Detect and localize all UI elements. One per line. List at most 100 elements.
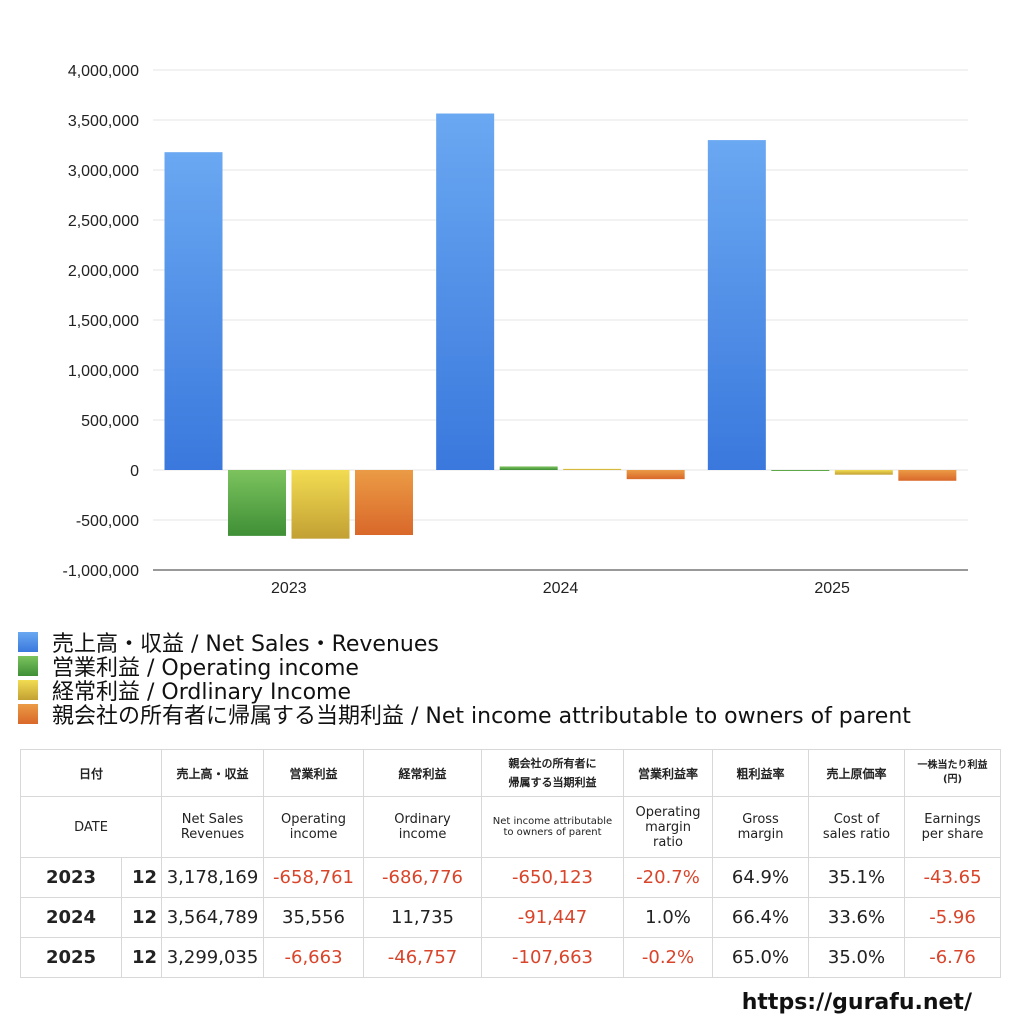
header-ordinary-jp: 経常利益 bbox=[363, 749, 483, 797]
bar bbox=[707, 140, 766, 470]
header-op-margin-en-2: margin bbox=[645, 819, 691, 835]
cell-year: 2025 bbox=[20, 937, 122, 978]
cell-net: -107,663 bbox=[481, 937, 625, 978]
financial-table: 日付 売上高・収益 営業利益 経常利益 親会社の所有者に 帰属する当期利益 営業… bbox=[19, 749, 1002, 978]
legend-label: 経常利益 / Ordlinary Income bbox=[52, 680, 351, 705]
header-sales-en-2: Revenues bbox=[180, 827, 245, 842]
legend-item: 営業利益 / Operating income bbox=[18, 654, 911, 681]
bar bbox=[164, 152, 223, 470]
y-tick-label: 1,500,000 bbox=[68, 313, 139, 330]
header-cost-en-2: sales ratio bbox=[822, 827, 891, 842]
cell-year: 2024 bbox=[20, 897, 122, 938]
cell-op-margin: -20.7% bbox=[623, 857, 714, 898]
header-gross-en-1: Gross bbox=[742, 812, 779, 827]
header-date-en: DATE bbox=[19, 796, 163, 858]
header-operating-en: Operating income bbox=[263, 796, 365, 858]
header-net-jp: 親会社の所有者に 帰属する当期利益 bbox=[481, 749, 625, 797]
bar bbox=[771, 470, 830, 471]
y-tick-label: 0 bbox=[130, 463, 139, 480]
header-net-jp-line1: 親会社の所有者に bbox=[508, 757, 597, 770]
cell-ordinary: -46,757 bbox=[363, 937, 483, 978]
header-op-margin-en: Operating margin ratio bbox=[623, 796, 714, 858]
legend-label: 売上高・収益 / Net Sales・Revenues bbox=[52, 632, 439, 657]
cell-ordinary: -686,776 bbox=[363, 857, 483, 898]
bar bbox=[898, 470, 957, 481]
header-gross-en-2: margin bbox=[737, 827, 784, 842]
cell-sales: 3,178,169 bbox=[161, 857, 265, 898]
header-ordinary-en-1: Ordinary bbox=[394, 812, 451, 827]
y-tick-label: 4,000,000 bbox=[68, 63, 139, 80]
legend-item: 親会社の所有者に帰属する当期利益 / Net income attributab… bbox=[18, 702, 911, 729]
header-eps-jp-line1: 一株当たり利益 bbox=[917, 760, 988, 771]
site-url[interactable]: https://gurafu.net/ bbox=[741, 990, 972, 1015]
y-axis-ticks: 4,000,000 3,500,000 3,000,000 2,500,000 2,00… bbox=[62, 63, 139, 580]
y-tick-label: 1,000,000 bbox=[68, 363, 139, 380]
cell-sales: 3,299,035 bbox=[161, 937, 265, 978]
grid-lines bbox=[153, 69, 968, 571]
y-tick-label: 2,500,000 bbox=[68, 213, 139, 230]
header-eps-en-2: per share bbox=[921, 827, 984, 842]
cell-month: 12 bbox=[120, 857, 163, 898]
bar-chart: 4,000,000 3,500,000 3,000,000 2,500,000 2,00… bbox=[62, 63, 968, 597]
cell-cost: 33.6% bbox=[808, 897, 906, 938]
header-cost-en: Cost of sales ratio bbox=[808, 796, 906, 858]
legend-label: 親会社の所有者に帰属する当期利益 / Net income attributab… bbox=[52, 704, 911, 729]
header-sales-en-1: Net Sales bbox=[181, 812, 244, 827]
bar bbox=[436, 113, 495, 470]
cell-month: 12 bbox=[120, 937, 163, 978]
cell-cost: 35.0% bbox=[808, 937, 906, 978]
header-ordinary-en: Ordinary income bbox=[363, 796, 483, 858]
cell-eps: -5.96 bbox=[904, 897, 1002, 938]
chart-legend: 売上高・収益 / Net Sales・Revenues 営業利益 / Operat… bbox=[18, 630, 911, 729]
header-op-margin-jp: 営業利益率 bbox=[623, 749, 714, 797]
header-op-margin-en-3: ratio bbox=[653, 834, 683, 850]
header-eps-en: Earnings per share bbox=[904, 796, 1002, 858]
cell-op-margin: 1.0% bbox=[623, 897, 714, 938]
legend-item: 売上高・収益 / Net Sales・Revenues bbox=[18, 630, 911, 657]
legend-swatch bbox=[18, 632, 38, 652]
cell-operating: 35,556 bbox=[263, 897, 365, 938]
bar bbox=[626, 470, 685, 480]
table-header-en: DATE Net Sales Revenues Operating income… bbox=[19, 796, 1002, 858]
header-eps-jp-line2: (円) bbox=[942, 774, 963, 785]
header-net-en-1: Net income attributable bbox=[492, 816, 613, 827]
cell-gross: 64.9% bbox=[712, 857, 810, 898]
cell-operating: -658,761 bbox=[263, 857, 365, 898]
cell-op-margin: -0.2% bbox=[623, 937, 714, 978]
x-tick-label: 2023 bbox=[271, 580, 307, 597]
header-eps-jp: 一株当たり利益 (円) bbox=[904, 749, 1002, 797]
cell-cost: 35.1% bbox=[808, 857, 906, 898]
y-tick-label: 500,000 bbox=[81, 413, 139, 430]
cell-eps: -43.65 bbox=[904, 857, 1002, 898]
y-tick-label: -500,000 bbox=[76, 513, 139, 530]
bar bbox=[355, 470, 413, 536]
header-gross-jp: 粗利益率 bbox=[712, 749, 810, 797]
legend-swatch bbox=[18, 656, 38, 676]
header-date-jp: 日付 bbox=[19, 749, 163, 797]
header-operating-en-2: income bbox=[289, 827, 338, 842]
header-net-en: Net income attributable to owners of par… bbox=[481, 796, 625, 858]
y-tick-label: -1,000,000 bbox=[62, 563, 139, 580]
legend-swatch bbox=[18, 680, 38, 700]
bar bbox=[291, 470, 350, 539]
header-net-jp-line2: 帰属する当期利益 bbox=[508, 776, 597, 789]
table-row: 2025 12 3,299,035 -6,663 -46,757 -107,66… bbox=[20, 937, 1002, 978]
header-net-en-2: to owners of parent bbox=[503, 827, 602, 838]
header-sales-en: Net Sales Revenues bbox=[161, 796, 265, 858]
bars bbox=[164, 113, 957, 539]
cell-net: -650,123 bbox=[481, 857, 625, 898]
header-op-margin-en-1: Operating bbox=[635, 804, 701, 820]
header-operating-en-1: Operating bbox=[281, 812, 347, 827]
cell-gross: 66.4% bbox=[712, 897, 810, 938]
cell-gross: 65.0% bbox=[712, 937, 810, 978]
table-row: 2024 12 3,564,789 35,556 11,735 -91,447 … bbox=[20, 897, 1002, 938]
cell-year: 2023 bbox=[20, 857, 122, 898]
bar bbox=[228, 470, 286, 536]
table-row: 2023 12 3,178,169 -658,761 -686,776 -650… bbox=[20, 857, 1002, 898]
x-tick-label: 2025 bbox=[814, 580, 850, 597]
header-gross-en: Gross margin bbox=[712, 796, 810, 858]
cell-ordinary: 11,735 bbox=[363, 897, 483, 938]
header-ordinary-en-2: income bbox=[398, 827, 447, 842]
y-tick-label: 3,500,000 bbox=[68, 113, 139, 130]
table-header-jp: 日付 売上高・収益 営業利益 経常利益 親会社の所有者に 帰属する当期利益 営業… bbox=[19, 749, 1002, 797]
